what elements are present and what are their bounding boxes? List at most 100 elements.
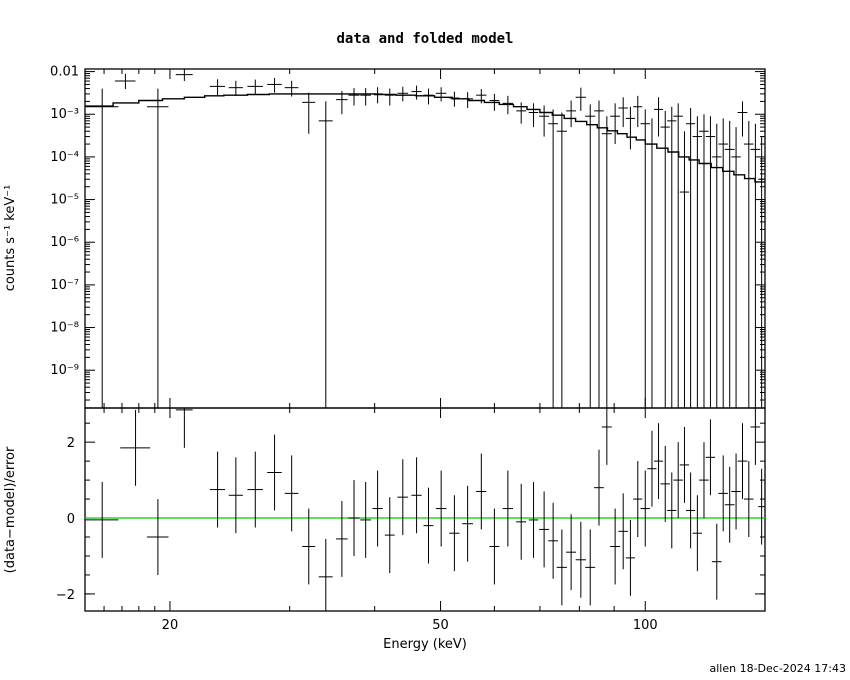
residual-point [667, 472, 677, 549]
spectrum-point [699, 114, 709, 408]
top-y-tick-label: 10⁻⁹ [50, 363, 79, 378]
top-y-axis-label: counts s⁻¹ keV⁻¹ [3, 185, 18, 292]
spectrum-point [610, 103, 620, 145]
residual-point [528, 481, 539, 558]
residual-point [247, 451, 263, 528]
residual-point [640, 470, 650, 547]
spectrum-point [679, 131, 690, 408]
spectrum-point [423, 88, 434, 105]
residual-point [360, 481, 371, 558]
spectrum-point [397, 86, 409, 102]
residual-point [476, 453, 487, 530]
spectrum-point [640, 109, 650, 408]
top-y-tick-label: 10⁻⁷ [50, 278, 79, 293]
spectrum-point [435, 87, 447, 102]
bottom-y-tick-label: 0 [67, 512, 75, 527]
top-ticks: 0.01 10⁻³ 10⁻⁴ 10⁻⁵ 10⁻⁶ 10⁻⁷ 10⁻⁸ 10⁻⁹ [50, 65, 766, 408]
spectrum-point [673, 103, 683, 408]
residual-point [423, 487, 434, 564]
residual-point [718, 455, 728, 532]
top-y-tick-label: 0.01 [50, 65, 79, 80]
spectrum-point [85, 88, 119, 408]
spectrum-point [686, 108, 696, 408]
residual-point [302, 508, 316, 585]
residual-point [679, 426, 690, 503]
residual-point [594, 449, 604, 526]
residual-point [435, 470, 447, 547]
residual-point [737, 423, 748, 500]
residual-point [462, 485, 473, 562]
spectrum-points-group [85, 69, 765, 408]
residual-point [585, 529, 596, 606]
residual-point [267, 434, 282, 511]
spectrum-point [247, 79, 263, 95]
spectrum-point [653, 97, 664, 137]
bottom-y-axis-label: (data−model)/error [3, 446, 18, 573]
spectrum-point [566, 100, 577, 128]
residual-point [548, 502, 558, 579]
spectrum-point [502, 95, 513, 115]
top-y-tick-label: 10⁻³ [50, 107, 79, 122]
spectrum-point [449, 91, 460, 107]
residual-point [724, 466, 735, 543]
spectrum-point [411, 85, 422, 100]
residual-points-group [85, 408, 765, 611]
chart-title: data and folded model [336, 31, 513, 47]
residual-point [653, 423, 664, 500]
x-tick-label: 50 [432, 618, 449, 633]
spectrum-point [516, 102, 527, 124]
residual-point [120, 409, 151, 486]
residual-point [85, 481, 119, 558]
spectrum-point [667, 106, 677, 408]
spectrum-point [647, 118, 657, 408]
spectrum-point [146, 88, 169, 408]
residual-point [502, 470, 513, 547]
residual-point [397, 459, 409, 536]
residual-point [625, 519, 636, 596]
residual-point [750, 408, 761, 465]
spectrum-point [660, 110, 670, 408]
x-tick-label: 20 [162, 618, 179, 633]
bottom-y-tick-label: 2 [67, 436, 75, 451]
residual-point [699, 442, 709, 519]
folded-model-line [85, 93, 765, 183]
residual-point [601, 408, 612, 465]
folded-model-group [85, 93, 765, 183]
spectrum-point [489, 93, 500, 111]
residual-point [348, 480, 360, 556]
spectrum-point [556, 112, 567, 408]
residual-point [516, 483, 527, 560]
residual-point [566, 514, 577, 591]
spectrum-point [750, 123, 761, 408]
residual-point [711, 523, 722, 600]
spectrum-point [718, 118, 728, 408]
footer-stamp: allen 18-Dec-2024 17:43 [709, 662, 846, 675]
residual-point [647, 430, 657, 507]
spectrum-point [228, 80, 243, 96]
spectrum-point [318, 101, 333, 408]
spectrum-point [284, 80, 299, 97]
spectrum-point [348, 88, 360, 106]
top-panel: 0.01 10⁻³ 10⁻⁴ 10⁻⁵ 10⁻⁶ 10⁻⁷ 10⁻⁸ 10⁻⁹ counts … [3, 65, 766, 409]
spectrum-point [384, 88, 395, 106]
residual-point [209, 451, 226, 528]
spectrum-point [618, 97, 628, 128]
spectrum-point [548, 109, 558, 408]
spectrum-point [705, 116, 716, 408]
residual-point [411, 457, 422, 534]
spectrum-point [360, 88, 371, 106]
residual-point [372, 470, 383, 547]
residual-point [284, 455, 299, 532]
residual-point [318, 538, 333, 611]
residual-point [731, 453, 741, 530]
spectrum-point [114, 73, 136, 90]
residual-point [575, 521, 586, 598]
spectrum-point [539, 105, 550, 137]
spectrum-point [575, 87, 586, 111]
bottom-plot-frame [84, 407, 766, 612]
top-plot-frame [84, 68, 766, 409]
residual-point [686, 472, 696, 549]
top-y-tick-label: 10⁻⁸ [50, 321, 79, 336]
spectrum-point [267, 77, 282, 93]
